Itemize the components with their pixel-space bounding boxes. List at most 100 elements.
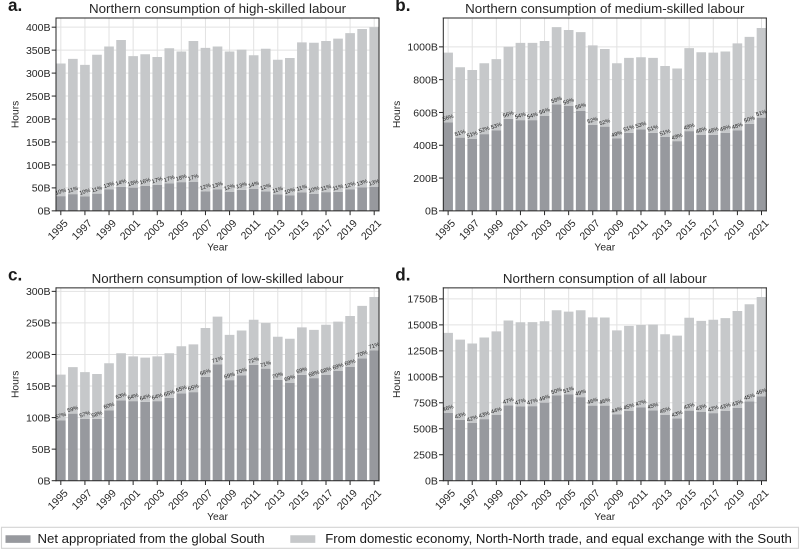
svg-text:52%: 52% bbox=[599, 118, 611, 127]
svg-text:68%: 68% bbox=[320, 366, 332, 375]
svg-text:Northern consumption of all la: Northern consumption of all labour bbox=[503, 271, 707, 286]
svg-text:51%: 51% bbox=[659, 128, 671, 137]
svg-text:49%: 49% bbox=[683, 123, 695, 132]
svg-text:51%: 51% bbox=[454, 129, 466, 138]
svg-text:17%: 17% bbox=[187, 173, 199, 182]
svg-text:150B: 150B bbox=[26, 137, 51, 149]
svg-text:Hours: Hours bbox=[11, 101, 22, 128]
svg-text:12%: 12% bbox=[260, 183, 272, 192]
svg-text:46%: 46% bbox=[599, 397, 611, 406]
svg-text:200B: 200B bbox=[413, 173, 438, 185]
svg-text:69%: 69% bbox=[332, 362, 344, 371]
svg-text:43%: 43% bbox=[478, 411, 490, 420]
svg-text:58%: 58% bbox=[551, 96, 563, 105]
svg-text:43%: 43% bbox=[671, 410, 683, 419]
svg-text:10%: 10% bbox=[308, 186, 320, 195]
svg-text:13%: 13% bbox=[211, 181, 223, 190]
svg-text:Northern consumption of medium: Northern consumption of medium-skilled l… bbox=[465, 1, 745, 16]
svg-text:400B: 400B bbox=[26, 22, 51, 34]
svg-text:69%: 69% bbox=[284, 374, 296, 383]
svg-text:14%: 14% bbox=[248, 181, 260, 190]
svg-text:56%: 56% bbox=[442, 114, 454, 123]
svg-text:71%: 71% bbox=[211, 356, 223, 365]
svg-text:1250B: 1250B bbox=[407, 346, 438, 358]
svg-text:72%: 72% bbox=[248, 356, 260, 365]
svg-text:54%: 54% bbox=[514, 112, 526, 121]
svg-text:69%: 69% bbox=[223, 372, 235, 381]
svg-text:64%: 64% bbox=[139, 393, 151, 402]
svg-text:From domestic economy, North-N: From domestic economy, North-North trade… bbox=[325, 531, 792, 546]
svg-text:150B: 150B bbox=[26, 381, 51, 393]
svg-text:47%: 47% bbox=[526, 398, 538, 407]
svg-text:200B: 200B bbox=[26, 114, 51, 126]
svg-text:70%: 70% bbox=[236, 367, 248, 376]
svg-text:45%: 45% bbox=[647, 402, 659, 411]
svg-text:Year: Year bbox=[207, 512, 228, 523]
svg-text:14%: 14% bbox=[115, 178, 127, 187]
svg-text:250B: 250B bbox=[26, 318, 51, 330]
svg-text:17%: 17% bbox=[163, 175, 175, 184]
svg-text:12%: 12% bbox=[344, 181, 356, 190]
svg-text:11%: 11% bbox=[320, 184, 332, 193]
svg-text:46%: 46% bbox=[755, 388, 767, 397]
svg-text:10%: 10% bbox=[284, 187, 296, 196]
svg-text:58%: 58% bbox=[563, 97, 575, 106]
svg-text:56%: 56% bbox=[575, 102, 587, 111]
svg-text:49%: 49% bbox=[611, 130, 623, 139]
svg-text:10%: 10% bbox=[79, 188, 91, 197]
svg-text:100B: 100B bbox=[26, 412, 51, 424]
svg-text:65%: 65% bbox=[187, 384, 199, 393]
svg-text:Year: Year bbox=[207, 242, 228, 253]
svg-text:50B: 50B bbox=[32, 444, 51, 456]
svg-text:42%: 42% bbox=[466, 415, 478, 424]
svg-text:300B: 300B bbox=[26, 68, 51, 80]
svg-text:Hours: Hours bbox=[11, 371, 22, 398]
svg-text:71%: 71% bbox=[368, 342, 380, 351]
svg-text:51%: 51% bbox=[563, 386, 575, 395]
svg-text:0B: 0B bbox=[38, 206, 51, 218]
svg-text:44%: 44% bbox=[611, 406, 623, 415]
svg-text:350B: 350B bbox=[26, 45, 51, 57]
svg-text:43%: 43% bbox=[719, 402, 731, 411]
svg-text:750B: 750B bbox=[413, 398, 438, 410]
svg-text:48%: 48% bbox=[695, 126, 707, 135]
svg-text:1000B: 1000B bbox=[407, 42, 438, 54]
svg-text:51%: 51% bbox=[623, 124, 635, 133]
svg-text:53%: 53% bbox=[490, 122, 502, 131]
svg-text:1750B: 1750B bbox=[407, 294, 438, 306]
svg-text:69%: 69% bbox=[344, 359, 356, 368]
svg-text:46%: 46% bbox=[442, 404, 454, 413]
svg-text:d.: d. bbox=[395, 265, 410, 284]
svg-text:57%: 57% bbox=[55, 412, 67, 421]
svg-text:45%: 45% bbox=[659, 406, 671, 415]
svg-text:13%: 13% bbox=[103, 181, 115, 190]
svg-text:53%: 53% bbox=[635, 121, 647, 130]
svg-text:48%: 48% bbox=[731, 122, 743, 131]
svg-text:800B: 800B bbox=[413, 74, 438, 86]
svg-text:10%: 10% bbox=[55, 188, 67, 197]
svg-text:400B: 400B bbox=[413, 140, 438, 152]
svg-text:b.: b. bbox=[395, 0, 410, 15]
svg-text:0B: 0B bbox=[38, 476, 51, 488]
svg-text:70%: 70% bbox=[272, 371, 284, 380]
svg-text:Hours: Hours bbox=[392, 371, 403, 398]
svg-text:600B: 600B bbox=[413, 107, 438, 119]
svg-text:64%: 64% bbox=[151, 393, 163, 402]
svg-text:17%: 17% bbox=[151, 176, 163, 185]
svg-text:56%: 56% bbox=[502, 110, 514, 119]
svg-text:0B: 0B bbox=[425, 206, 438, 218]
svg-text:42%: 42% bbox=[707, 405, 719, 414]
svg-text:65%: 65% bbox=[163, 389, 175, 398]
svg-text:12%: 12% bbox=[199, 183, 211, 192]
svg-text:1500B: 1500B bbox=[407, 320, 438, 332]
svg-text:43%: 43% bbox=[695, 403, 707, 412]
svg-text:250B: 250B bbox=[26, 91, 51, 103]
svg-text:45%: 45% bbox=[623, 403, 635, 412]
svg-text:18%: 18% bbox=[175, 174, 187, 183]
svg-text:Year: Year bbox=[594, 512, 615, 523]
svg-text:250B: 250B bbox=[413, 450, 438, 462]
svg-text:59%: 59% bbox=[67, 405, 79, 414]
svg-text:50%: 50% bbox=[551, 387, 563, 396]
svg-text:11%: 11% bbox=[67, 186, 79, 195]
svg-text:48%: 48% bbox=[707, 126, 719, 135]
